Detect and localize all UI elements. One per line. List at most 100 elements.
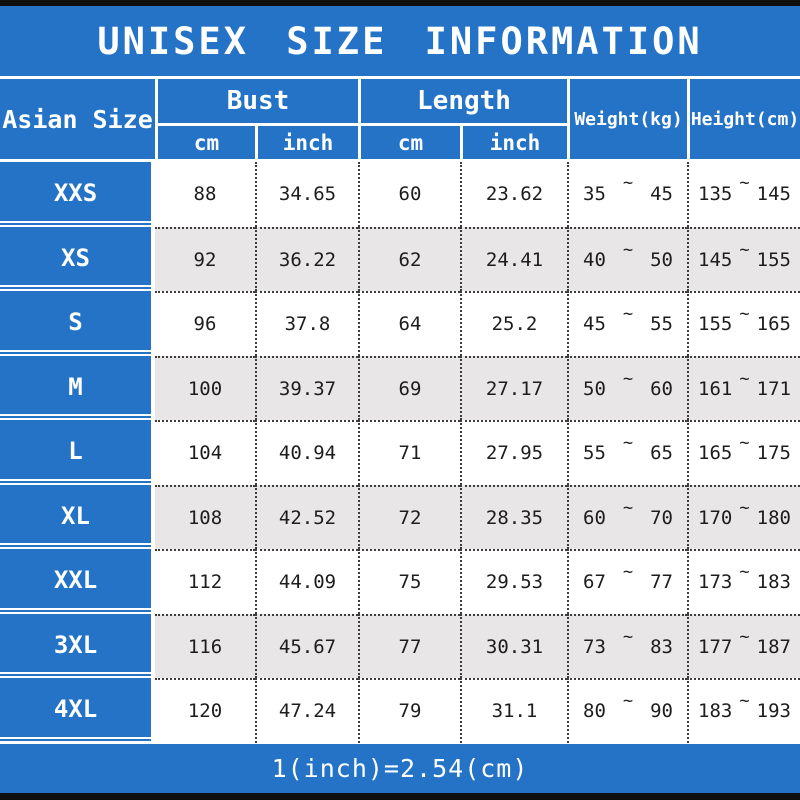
header-asian-size: Asian Size (0, 79, 155, 159)
tilde-separator: ~ (622, 691, 634, 711)
weight-max: 55 (650, 313, 673, 336)
top-black-bar (0, 0, 800, 6)
weight-max: 45 (650, 183, 673, 206)
length-inch-value: 27.95 (460, 420, 567, 485)
height-max: 187 (756, 635, 791, 658)
height-max: 193 (756, 700, 791, 723)
header-bust-unit-cm: cm (155, 123, 255, 159)
height-max: 165 (756, 313, 791, 336)
tilde-separator: ~ (622, 433, 634, 453)
weight-range: 80 ~ 90 (567, 678, 687, 743)
header-length-unit-cm: cm (358, 123, 460, 159)
bust-inch-value: 47.24 (255, 678, 358, 743)
size-label: 4XL (0, 678, 155, 743)
bust-inch-value: 39.37 (255, 355, 358, 420)
tilde-separator: ~ (739, 173, 750, 193)
height-max: 145 (756, 183, 791, 206)
tilde-separator: ~ (739, 626, 750, 647)
bust-cm-value: 92 (155, 226, 255, 291)
tilde-separator: ~ (739, 433, 750, 453)
header-height-cm: Height(cm) (687, 79, 800, 159)
length-cm-value: 64 (358, 291, 460, 356)
tilde-separator: ~ (622, 562, 634, 582)
weight-max: 83 (650, 635, 673, 658)
weight-range: 55 ~ 65 (567, 420, 687, 485)
tilde-separator: ~ (739, 562, 750, 582)
height-range: 155 ~ 165 (687, 291, 800, 356)
bust-inch-value: 45.67 (255, 613, 358, 678)
conversion-note-banner: 1(inch)=2.54(cm) (0, 743, 800, 793)
bust-inch-value: 36.22 (255, 226, 358, 291)
length-inch-value: 31.1 (460, 678, 567, 743)
size-label: L (0, 420, 155, 485)
length-cm-value: 62 (358, 226, 460, 291)
tilde-separator: ~ (739, 368, 750, 389)
table-header: Asian Size Bust Length Weight(kg) Height… (0, 79, 800, 159)
weight-min: 35 (583, 183, 606, 206)
tilde-separator: ~ (622, 497, 634, 518)
bust-cm-value: 88 (155, 162, 255, 227)
height-min: 161 (698, 377, 733, 400)
height-min: 177 (698, 635, 733, 658)
length-cm-value: 79 (358, 678, 460, 743)
table-row-xxs: XXS 88 34.65 60 23.62 35 ~ 45 135 ~ 145 (0, 162, 800, 227)
weight-max: 70 (650, 506, 673, 529)
height-range: 177 ~ 187 (687, 613, 800, 678)
header-weight-kg: Weight(kg) (567, 79, 687, 159)
size-label: XS (0, 226, 155, 291)
header-length-unit-inch: inch (460, 123, 567, 159)
length-inch-value: 24.41 (460, 226, 567, 291)
height-range: 173 ~ 183 (687, 549, 800, 614)
length-cm-value: 71 (358, 420, 460, 485)
weight-max: 77 (650, 571, 673, 594)
height-max: 155 (756, 248, 791, 271)
table-row-4xl: 4XL 120 47.24 79 31.1 80 ~ 90 183 ~ 193 (0, 678, 800, 743)
weight-range: 35 ~ 45 (567, 162, 687, 227)
height-min: 155 (698, 313, 733, 336)
weight-min: 73 (583, 635, 606, 658)
bust-inch-value: 37.8 (255, 291, 358, 356)
length-cm-value: 77 (358, 613, 460, 678)
weight-range: 67 ~ 77 (567, 549, 687, 614)
page-title: UNISEX SIZE INFORMATION (97, 19, 703, 63)
tilde-separator: ~ (622, 173, 634, 193)
length-inch-value: 28.35 (460, 484, 567, 549)
table-row-xs: XS 92 36.22 62 24.41 40 ~ 50 145 ~ 155 (0, 226, 800, 291)
weight-min: 40 (583, 248, 606, 271)
weight-max: 65 (650, 442, 673, 465)
height-range: 161 ~ 171 (687, 355, 800, 420)
height-range: 183 ~ 193 (687, 678, 800, 743)
weight-min: 45 (583, 313, 606, 336)
weight-min: 67 (583, 571, 606, 594)
bust-cm-value: 116 (155, 613, 255, 678)
size-label: M (0, 355, 155, 420)
length-inch-value: 23.62 (460, 162, 567, 227)
bust-cm-value: 120 (155, 678, 255, 743)
tilde-separator: ~ (622, 368, 634, 389)
length-cm-value: 72 (358, 484, 460, 549)
height-range: 170 ~ 180 (687, 484, 800, 549)
table-body: XXS 88 34.65 60 23.62 35 ~ 45 135 ~ 145 … (0, 162, 800, 743)
bust-inch-value: 44.09 (255, 549, 358, 614)
height-min: 183 (698, 700, 733, 723)
table-row-m: M 100 39.37 69 27.17 50 ~ 60 161 ~ 171 (0, 355, 800, 420)
table-row-xxl: XXL 112 44.09 75 29.53 67 ~ 77 173 ~ 183 (0, 549, 800, 614)
size-label: XXS (0, 162, 155, 227)
height-range: 145 ~ 155 (687, 226, 800, 291)
height-range: 135 ~ 145 (687, 162, 800, 227)
weight-min: 80 (583, 700, 606, 723)
length-cm-value: 75 (358, 549, 460, 614)
header-bust: Bust (155, 79, 358, 123)
bust-cm-value: 108 (155, 484, 255, 549)
tilde-separator: ~ (622, 304, 634, 324)
bust-cm-value: 100 (155, 355, 255, 420)
weight-min: 60 (583, 506, 606, 529)
height-min: 170 (698, 506, 733, 529)
tilde-separator: ~ (739, 691, 750, 711)
height-range: 165 ~ 175 (687, 420, 800, 485)
weight-range: 45 ~ 55 (567, 291, 687, 356)
weight-max: 60 (650, 377, 673, 400)
height-min: 145 (698, 248, 733, 271)
table-row-xl: XL 108 42.52 72 28.35 60 ~ 70 170 ~ 180 (0, 484, 800, 549)
